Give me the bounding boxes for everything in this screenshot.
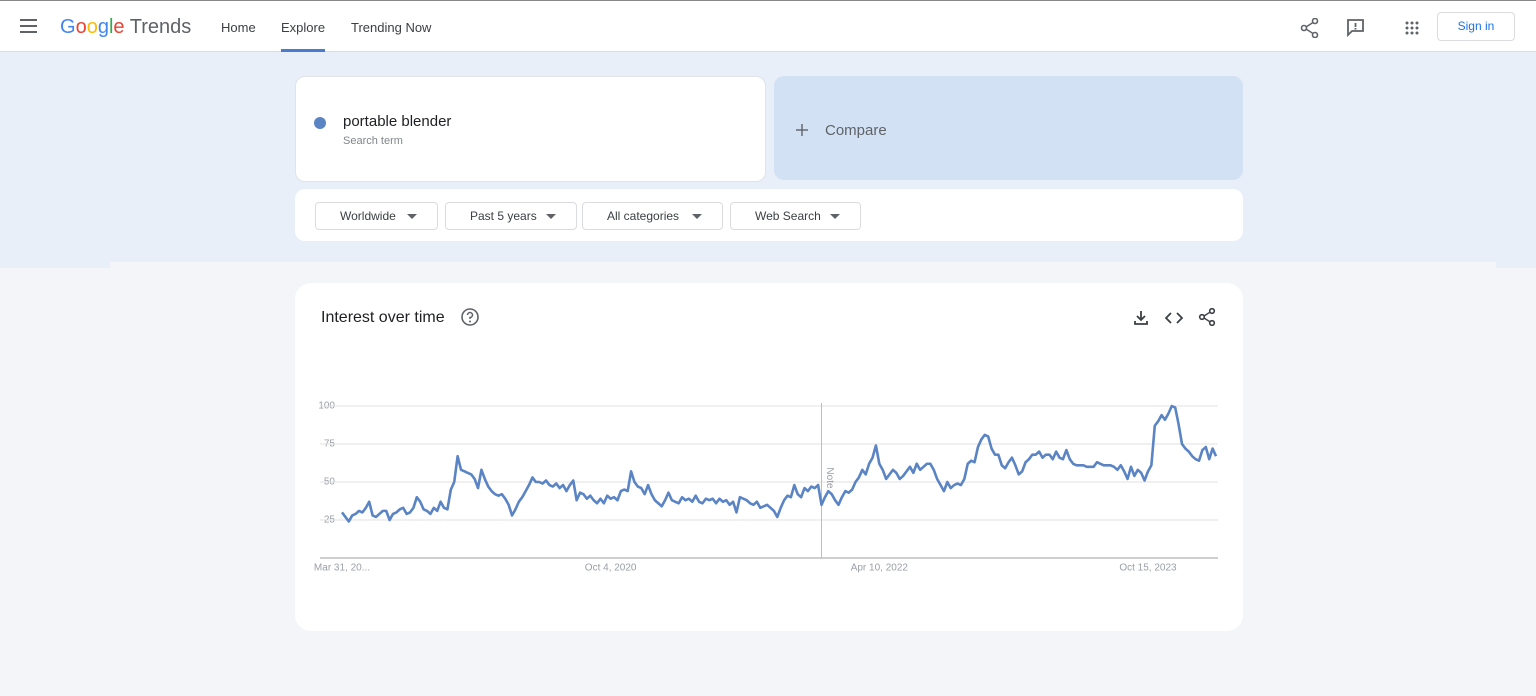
feedback-icon[interactable] [1346,18,1366,38]
logo-google: Google [60,16,125,38]
band-edge [1496,262,1536,268]
logo-letter: l [108,16,114,38]
logo-letter: o [86,16,98,38]
nav-link[interactable]: Home [221,20,256,35]
band-edge [0,262,110,268]
x-tick-label: Oct 4, 2020 [585,563,637,574]
trend-line [340,404,1218,523]
logo-letter: e [113,16,125,38]
search-term-type: Search term [343,135,403,147]
plus-icon [796,124,808,136]
filter-label: Past 5 years [470,209,537,223]
top-bar: Google Trends Home Explore Trending Now … [0,0,1536,52]
help-icon[interactable] [460,307,480,327]
filter-label: Web Search [755,209,821,223]
logo-letter: o [75,16,87,38]
dropdown-arrow [692,214,702,219]
filter-label: Worldwide [340,209,396,223]
compare-card[interactable]: Compare [774,76,1243,180]
nav-link[interactable]: Trending Now [351,20,432,35]
menu-icon[interactable] [20,19,38,33]
filter-dropdown[interactable]: Worldwide [315,202,438,230]
x-tick-label: Apr 10, 2022 [851,563,909,574]
search-term: portable blender [343,113,452,130]
dropdown-arrow [546,214,556,219]
logo-letter: G [60,16,76,38]
embed-icon[interactable] [1165,310,1183,326]
search-term-card[interactable]: portable blender Search term [295,76,766,182]
x-tick-label: Mar 31, 20... [314,563,370,574]
share-icon[interactable] [1300,18,1320,38]
sign-in-button[interactable]: Sign in [1437,12,1515,41]
download-icon[interactable] [1133,310,1149,326]
dropdown-arrow [407,214,417,219]
nav-link[interactable]: Explore [281,20,326,35]
nav-active-indicator [281,49,325,52]
filter-label: All categories [607,209,680,223]
logo[interactable]: Google Trends [60,16,191,39]
chart-share-icon[interactable] [1198,308,1216,326]
dropdown-arrow [830,214,840,219]
logo-letter: g [97,16,109,38]
filter-dropdown[interactable]: Web Search [730,202,861,230]
term-color-dot [314,117,326,129]
compare-label: Compare [825,122,887,139]
chart-card: Interest over time 25 50 75 100 Mar 31, 20..… [295,283,1243,631]
filter-dropdown[interactable]: Past 5 years [445,202,577,230]
apps-icon[interactable] [1405,21,1419,35]
filter-dropdown[interactable]: All categories [582,202,723,230]
logo-product: Trends [129,16,192,38]
note-label: Note [824,467,835,489]
x-tick-label: Oct 15, 2023 [1119,563,1177,574]
chart-title: Interest over time [321,309,445,326]
